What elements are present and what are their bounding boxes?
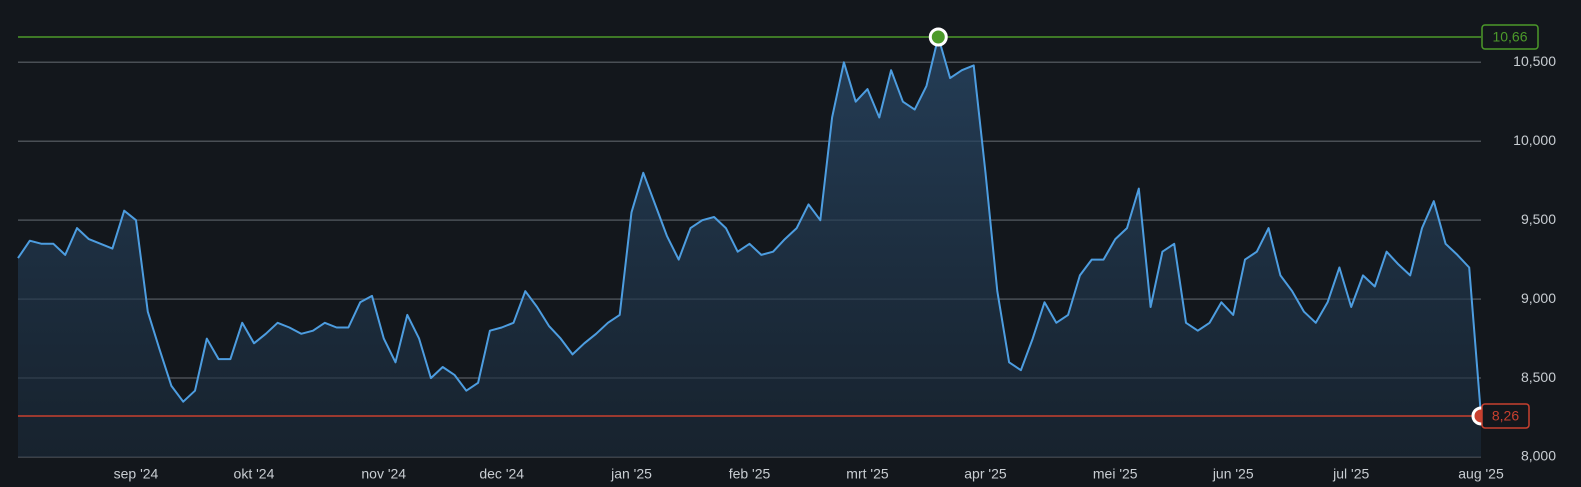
x-tick-label: apr '25 <box>964 466 1007 482</box>
price-line <box>17 36 1482 416</box>
x-tick-label: feb '25 <box>729 466 771 482</box>
max-label-box <box>1481 24 1539 50</box>
max-label: 10,66 <box>1492 29 1527 45</box>
max-marker <box>928 27 948 47</box>
min-label-box <box>1481 403 1530 429</box>
x-tick-label: aug '25 <box>1458 466 1504 482</box>
x-tick-label: nov '24 <box>361 466 406 482</box>
x-tick-label: jan '25 <box>610 466 652 482</box>
x-tick-label: mei '25 <box>1093 466 1138 482</box>
min-label: 8,26 <box>1492 408 1519 424</box>
x-tick-label: dec '24 <box>479 466 524 482</box>
x-tick-label: jul '25 <box>1332 466 1369 482</box>
y-tick-label: 8,000 <box>1521 448 1556 464</box>
y-tick-label: 9,000 <box>1521 290 1556 306</box>
area <box>18 37 1481 457</box>
y-tick-label: 10,500 <box>1513 53 1556 69</box>
x-tick-label: okt '24 <box>234 466 275 482</box>
x-tick-label: sep '24 <box>114 466 159 482</box>
x-tick-label: jun '25 <box>1212 466 1254 482</box>
y-tick-label: 9,500 <box>1521 211 1556 227</box>
y-tick-label: 8,500 <box>1521 369 1556 385</box>
x-tick-label: mrt '25 <box>846 466 889 482</box>
y-tick-label: 10,000 <box>1513 132 1556 148</box>
